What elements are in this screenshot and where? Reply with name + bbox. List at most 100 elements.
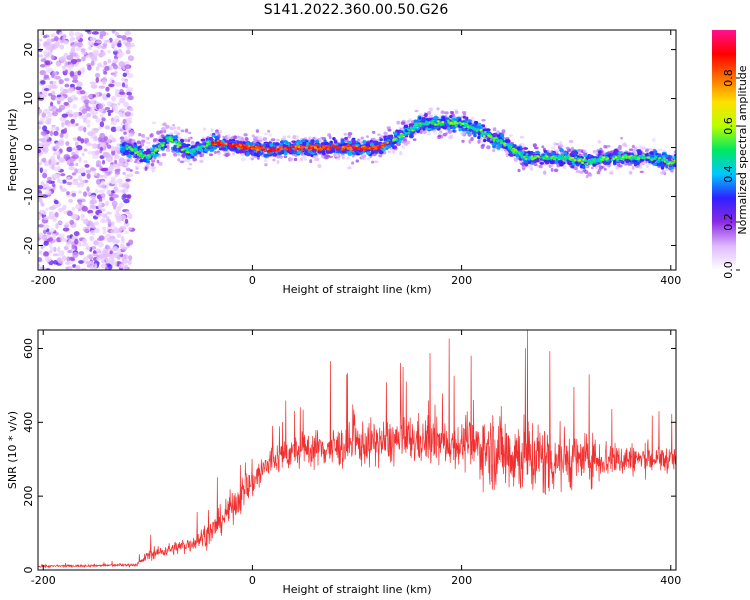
spectrogram-cell bbox=[257, 136, 263, 141]
spectrogram-cell bbox=[120, 214, 127, 220]
spectrogram-cell bbox=[108, 134, 114, 141]
spectrogram-cell bbox=[49, 80, 54, 85]
spectrogram-cell bbox=[78, 115, 85, 119]
spectrogram-heatmap bbox=[38, 30, 676, 270]
spectrogram-cell bbox=[644, 153, 649, 157]
spectrogram-cell bbox=[545, 159, 551, 163]
spectrogram-cell bbox=[55, 126, 60, 132]
spectrogram-cell bbox=[433, 130, 437, 135]
spectrogram-cell bbox=[49, 211, 55, 217]
spectrogram-cell bbox=[436, 123, 440, 126]
spectrogram-cell bbox=[461, 139, 465, 143]
spectrogram-cell bbox=[44, 256, 52, 263]
spectrogram-cell bbox=[134, 170, 140, 175]
spectrogram-cell bbox=[672, 155, 676, 160]
spectrogram-cell bbox=[100, 167, 107, 172]
spectrogram-cell bbox=[39, 267, 44, 270]
spectrogram-cell bbox=[657, 162, 663, 167]
spectrogram-cell bbox=[340, 138, 345, 143]
spectrogram-cell bbox=[74, 31, 82, 37]
spectrogram-cell bbox=[541, 145, 545, 149]
spectrogram-cell bbox=[291, 140, 297, 144]
spectrogram-cell bbox=[99, 113, 104, 118]
spectrogram-cell bbox=[184, 138, 188, 143]
spectrogram-cell bbox=[241, 141, 247, 145]
spectrogram-cell bbox=[437, 134, 442, 138]
spectrogram-cell bbox=[75, 58, 82, 63]
spectrogram-cell bbox=[93, 42, 99, 47]
spectrogram-cell bbox=[317, 163, 322, 169]
spectrogram-cell bbox=[238, 149, 243, 154]
spectrogram-cell bbox=[133, 147, 137, 151]
spectrogram-cell bbox=[387, 150, 392, 153]
spectrogram-cell bbox=[126, 173, 134, 178]
spectrogram-cell bbox=[649, 151, 654, 155]
spectrogram-cell bbox=[452, 129, 456, 133]
spectrogram-cell bbox=[399, 151, 403, 156]
spectrogram-cell bbox=[98, 174, 104, 178]
spectrogram-cell bbox=[110, 146, 116, 152]
spectrogram-cell bbox=[90, 99, 95, 104]
spectrogram-cell bbox=[355, 159, 360, 163]
spectrogram-cell bbox=[111, 41, 116, 48]
spectrogram-cell bbox=[45, 207, 49, 211]
spectrogram-cell bbox=[44, 60, 51, 66]
spectrogram-cell bbox=[128, 259, 132, 266]
spectrogram-cell bbox=[91, 111, 99, 115]
spectrogram-cell bbox=[109, 250, 113, 255]
spectrogram-cell bbox=[139, 159, 144, 163]
spectrogram-cell bbox=[72, 213, 78, 220]
spectrogram-cell bbox=[61, 255, 67, 261]
spectrogram-cell bbox=[87, 94, 94, 99]
spectrogram-cell bbox=[136, 140, 142, 145]
spectrogram-cell bbox=[64, 127, 68, 133]
spectrogram-cell bbox=[317, 138, 323, 143]
spectrogram-cell bbox=[173, 147, 178, 152]
spectrogram-cell bbox=[42, 147, 46, 152]
spectrogram-cell bbox=[179, 160, 185, 164]
spectrogram-cell bbox=[80, 138, 85, 144]
spectrogram-cell bbox=[111, 79, 115, 84]
spectrogram-cell bbox=[46, 38, 52, 43]
spectrogram-cell bbox=[65, 261, 71, 265]
spectrogram-cell bbox=[579, 170, 584, 174]
spectrogram-cell bbox=[127, 38, 133, 43]
spectrogram-cell bbox=[114, 187, 118, 192]
spectrogram-cell bbox=[146, 148, 151, 153]
spectrogram-cell bbox=[109, 196, 114, 201]
spectrogram-cell bbox=[90, 229, 96, 236]
spectrogram-cell bbox=[158, 146, 161, 149]
spectrogram-cell bbox=[42, 172, 48, 179]
spectrogram-cell bbox=[63, 101, 70, 106]
spectrogram-cell bbox=[267, 129, 271, 133]
spectrogram-cell bbox=[673, 150, 676, 154]
spectrogram-cell bbox=[48, 250, 53, 254]
spectrogram-cell bbox=[98, 201, 103, 206]
spectrogram-cell bbox=[46, 138, 50, 143]
spectrogram-cell bbox=[620, 136, 624, 140]
spectrogram-cell bbox=[549, 164, 554, 168]
spectrogram-cell bbox=[610, 170, 614, 174]
spectrogram-cell bbox=[174, 141, 178, 144]
spectrogram-cell bbox=[325, 149, 330, 153]
spectrogram-cell bbox=[336, 146, 340, 149]
spectrogram-cell bbox=[467, 119, 472, 123]
spectrogram-cell bbox=[87, 41, 93, 46]
spectrogram-cell bbox=[603, 145, 608, 149]
spectrogram-cell bbox=[49, 130, 54, 137]
spectrogram-cell bbox=[116, 233, 122, 238]
spectrogram-cell bbox=[621, 143, 627, 147]
spectrogram-cell bbox=[121, 143, 126, 147]
spectrogram-cell bbox=[45, 84, 51, 90]
spectrogram-cell bbox=[104, 266, 110, 270]
spectrogram-cell bbox=[104, 200, 109, 207]
spectrogram-cell bbox=[568, 139, 574, 144]
spectrogram-cell bbox=[538, 164, 543, 169]
spectrogram-cell bbox=[302, 141, 307, 146]
spectrogram-cell bbox=[183, 159, 188, 163]
spectrogram-cell bbox=[62, 204, 67, 211]
spectrogram-cell bbox=[398, 139, 402, 144]
spectrogram-cell bbox=[648, 160, 652, 164]
spectrogram-cell bbox=[590, 166, 594, 170]
spectrogram-cell bbox=[652, 137, 656, 142]
